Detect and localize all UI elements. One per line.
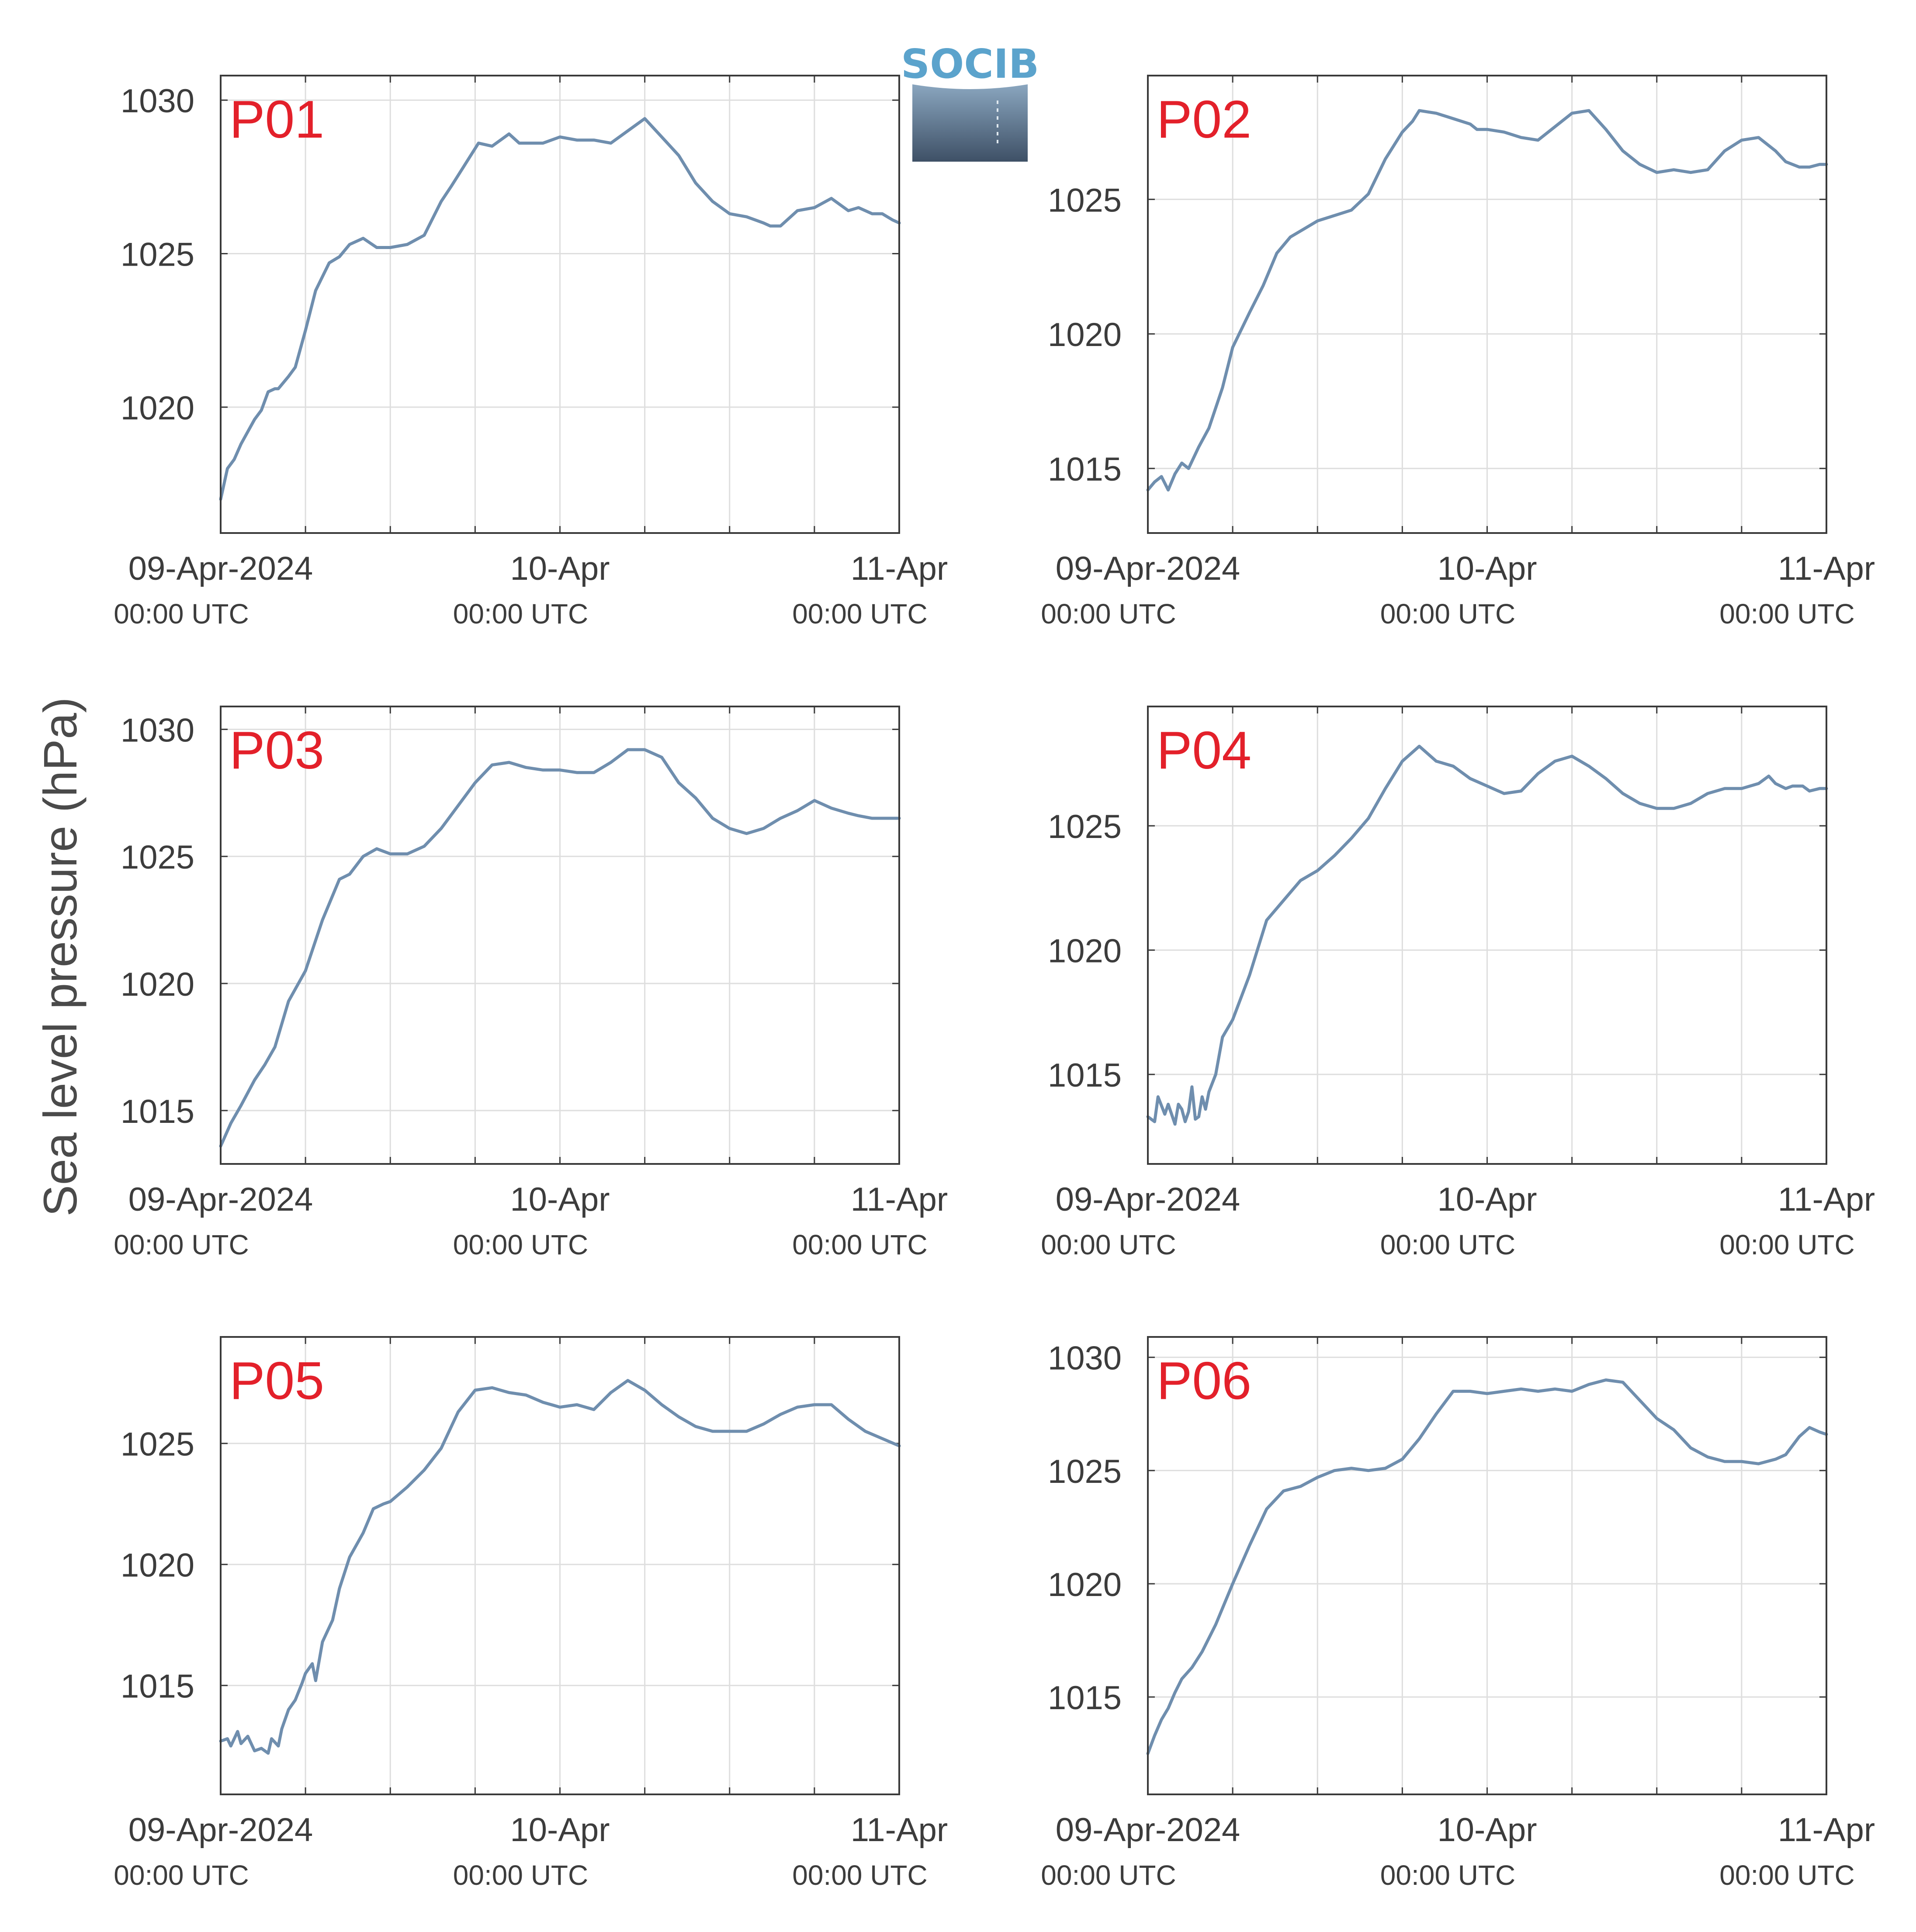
x-tick-label: 11-Apr — [1778, 550, 1875, 587]
x-tick-sublabel: 00:00 UTC — [1041, 598, 1176, 630]
panel-p06: 1015 1020 1025 1030 P06 09-Apr-2024 00:00 UTC 1… — [1041, 1336, 1875, 1891]
x-tick-label: 10-Apr — [510, 550, 610, 587]
x-tick-label: 10-Apr — [1437, 1811, 1537, 1849]
y-tick-label: 1025 — [121, 1426, 194, 1463]
x-tick-label: 11-Apr — [1778, 1811, 1875, 1849]
x-tick-label: 11-Apr — [1778, 1181, 1875, 1218]
panel-p04: 1015 1020 1025 P04 09-Apr-2024 00:00 UTC 10-Ap… — [1041, 706, 1875, 1260]
x-tick-label: 09-Apr-2024 — [128, 550, 313, 587]
x-tick-sublabel: 00:00 UTC — [792, 598, 927, 630]
x-tick-label: 10-Apr — [510, 1811, 610, 1849]
x-tick-sublabel: 00:00 UTC — [1719, 1859, 1854, 1891]
x-tick-sublabel: 00:00 UTC — [114, 1859, 249, 1891]
plot-frame — [1147, 1336, 1827, 1795]
x-tick-sublabel: 00:00 UTC — [453, 1859, 588, 1891]
y-tick-label: 1020 — [1048, 933, 1122, 970]
y-tick-label: 1025 — [121, 236, 194, 274]
x-tick-sublabel: 00:00 UTC — [1041, 1229, 1176, 1260]
x-tick-sublabel: 00:00 UTC — [1380, 1229, 1515, 1260]
y-tick-label: 1020 — [121, 1547, 194, 1584]
panel-label: P05 — [229, 1351, 324, 1410]
plot-frame — [220, 75, 900, 534]
panel-p03: 1015 1020 1025 1030 P03 09-Apr-2024 00:00 UTC 1… — [114, 706, 948, 1260]
y-tick-label: 1025 — [1048, 182, 1122, 219]
y-tick-label: 1030 — [1048, 1340, 1122, 1377]
x-tick-sublabel: 00:00 UTC — [114, 1229, 249, 1260]
x-tick-label: 09-Apr-2024 — [1056, 550, 1240, 587]
series-line-p03 — [219, 748, 901, 1148]
x-tick-sublabel: 00:00 UTC — [453, 1229, 588, 1260]
y-tick-label: 1015 — [1048, 451, 1122, 488]
series-line-p02 — [1146, 109, 1828, 492]
y-tick-label: 1020 — [121, 390, 194, 427]
y-tick-label: 1025 — [1048, 1453, 1122, 1490]
socib-logo-text: SOCIB — [901, 41, 1039, 87]
y-tick-label: 1015 — [1048, 1057, 1122, 1094]
panel-label: P06 — [1157, 1351, 1251, 1410]
socib-logo-wave — [912, 84, 1028, 162]
y-tick-label: 1015 — [121, 1093, 194, 1130]
socib-logo: SOCIB — [901, 41, 1039, 162]
panel-p02: 1015 1020 1025 P02 09-Apr-2024 00:00 UTC 10-Ap… — [1041, 75, 1875, 630]
y-tick-label: 1030 — [121, 83, 194, 120]
plot-frame — [220, 1336, 900, 1795]
x-tick-label: 11-Apr — [851, 550, 948, 587]
plot-frame — [220, 706, 900, 1165]
y-tick-label: 1025 — [121, 839, 194, 876]
x-tick-sublabel: 00:00 UTC — [1719, 598, 1854, 630]
x-tick-label: 11-Apr — [851, 1181, 948, 1218]
plot-frame — [1147, 75, 1827, 534]
x-tick-label: 09-Apr-2024 — [1056, 1811, 1240, 1849]
x-tick-label: 09-Apr-2024 — [1056, 1181, 1240, 1218]
x-tick-sublabel: 00:00 UTC — [1719, 1229, 1854, 1260]
x-tick-sublabel: 00:00 UTC — [1380, 1859, 1515, 1891]
y-tick-label: 1020 — [1048, 316, 1122, 353]
series-line-p01 — [219, 117, 901, 501]
x-tick-sublabel: 00:00 UTC — [1380, 598, 1515, 630]
x-tick-sublabel: 00:00 UTC — [114, 598, 249, 630]
x-tick-label: 10-Apr — [1437, 1181, 1537, 1218]
panel-p05: 1015 1020 1025 P05 09-Apr-2024 00:00 UTC 10-Ap… — [114, 1336, 948, 1891]
x-tick-label: 10-Apr — [1437, 550, 1537, 587]
x-tick-sublabel: 00:00 UTC — [1041, 1859, 1176, 1891]
x-tick-sublabel: 00:00 UTC — [792, 1229, 927, 1260]
y-tick-label: 1030 — [121, 712, 194, 749]
y-tick-label: 1015 — [1048, 1679, 1122, 1717]
series-line-p05 — [219, 1379, 901, 1755]
y-tick-label: 1015 — [121, 1668, 194, 1705]
plot-frame — [1147, 706, 1827, 1165]
panel-label: P01 — [229, 90, 324, 149]
x-tick-sublabel: 00:00 UTC — [453, 598, 588, 630]
x-tick-label: 10-Apr — [510, 1181, 610, 1218]
y-tick-label: 1025 — [1048, 808, 1122, 845]
x-tick-label: 09-Apr-2024 — [128, 1181, 313, 1218]
series-line-p04 — [1146, 744, 1828, 1126]
panel-label: P04 — [1157, 720, 1251, 780]
x-tick-label: 11-Apr — [851, 1811, 948, 1849]
series-line-p06 — [1146, 1378, 1828, 1755]
x-tick-label: 09-Apr-2024 — [128, 1811, 313, 1849]
y-axis-label: Sea level pressure (hPa) — [34, 697, 87, 1217]
panel-label: P03 — [229, 720, 324, 780]
x-tick-sublabel: 00:00 UTC — [792, 1859, 927, 1891]
y-tick-label: 1020 — [1048, 1566, 1122, 1603]
panel-p01: 1020 1025 1030 P01 09-Apr-2024 00:00 UTC 10-Ap… — [114, 75, 948, 630]
panel-label: P02 — [1157, 90, 1251, 149]
y-tick-label: 1020 — [121, 966, 194, 1003]
